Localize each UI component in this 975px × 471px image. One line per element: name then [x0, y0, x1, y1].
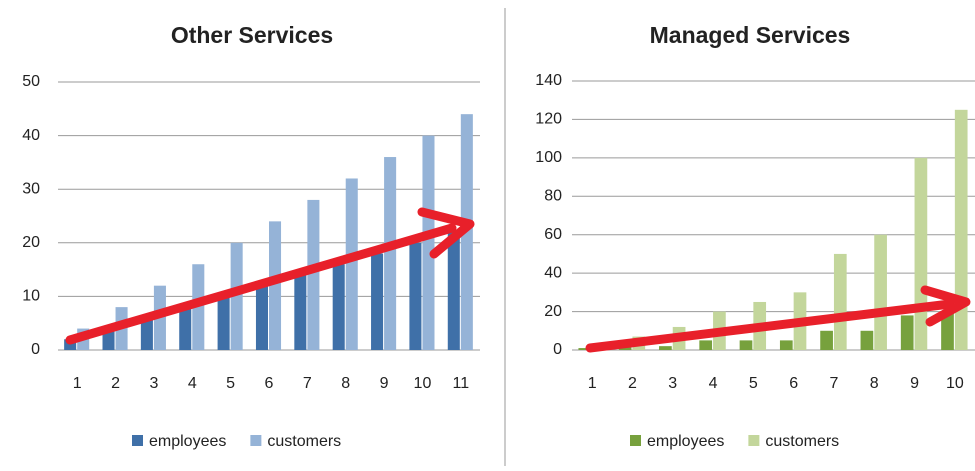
- x-tick-label: 10: [946, 375, 964, 392]
- x-tick-label: 7: [829, 375, 838, 392]
- bar: [371, 253, 384, 350]
- x-tick-label: 8: [870, 375, 879, 392]
- legend-swatch: [630, 435, 641, 446]
- bar: [820, 330, 833, 350]
- bar: [192, 264, 205, 350]
- y-tick-label: 0: [31, 341, 40, 358]
- bar: [409, 242, 422, 350]
- bar: [307, 199, 320, 350]
- trend-arrow: [585, 299, 955, 353]
- bar: [255, 285, 268, 350]
- bar: [294, 274, 307, 350]
- x-tick-label: 9: [380, 375, 389, 392]
- bar: [140, 317, 153, 350]
- x-tick-label: 2: [111, 375, 120, 392]
- y-tick-label: 120: [535, 111, 562, 128]
- bar: [914, 157, 928, 350]
- bar: [900, 315, 914, 350]
- x-tick-label: 4: [188, 375, 197, 392]
- legend-label: customers: [267, 433, 341, 450]
- bar: [739, 340, 753, 350]
- x-tick-label: 9: [910, 375, 919, 392]
- x-tick-label: 5: [226, 375, 235, 392]
- legend-label: customers: [765, 433, 839, 450]
- y-tick-label: 10: [22, 288, 40, 305]
- x-tick-label: 6: [265, 375, 274, 392]
- y-tick-label: 0: [553, 341, 562, 358]
- legend-label: employees: [647, 433, 724, 450]
- arrow-head: [920, 285, 971, 327]
- chart-title: Other Services: [171, 22, 333, 48]
- y-tick-label: 40: [22, 127, 40, 144]
- legend-swatch: [132, 435, 143, 446]
- chart-title: Managed Services: [650, 22, 851, 48]
- bar: [345, 178, 358, 350]
- bar: [874, 234, 887, 350]
- bar: [941, 311, 954, 350]
- x-tick-label: 1: [73, 375, 82, 392]
- y-tick-label: 140: [535, 72, 562, 89]
- x-tick-label: 11: [453, 375, 470, 392]
- bar: [217, 296, 230, 350]
- bar: [954, 109, 968, 350]
- x-tick-label: 1: [588, 375, 597, 392]
- x-tick-label: 8: [341, 375, 350, 392]
- trend-arrows: [65, 207, 971, 353]
- bar: [447, 232, 460, 350]
- trend-arrow: [65, 223, 457, 345]
- y-tick-label: 20: [22, 234, 40, 251]
- y-tick-label: 80: [544, 188, 562, 205]
- bar: [860, 330, 874, 350]
- y-tick-label: 60: [544, 226, 562, 243]
- bar: [833, 253, 847, 350]
- bar: [699, 340, 713, 350]
- y-tick-label: 20: [544, 303, 562, 320]
- x-tick-label: 10: [414, 375, 432, 392]
- legend-swatch: [250, 435, 262, 446]
- bar: [269, 221, 282, 350]
- y-tick-label: 50: [22, 73, 40, 90]
- x-tick-label: 3: [149, 375, 158, 392]
- bar: [64, 339, 77, 350]
- bar: [332, 264, 345, 350]
- x-tick-label: 5: [749, 375, 758, 392]
- arrow-head: [417, 207, 475, 259]
- x-tick-label: 4: [709, 375, 718, 392]
- bar: [578, 348, 592, 350]
- bar: [179, 307, 192, 350]
- x-tick-label: 3: [668, 375, 677, 392]
- x-tick-label: 7: [303, 375, 312, 392]
- bar: [659, 346, 672, 350]
- y-tick-label: 30: [22, 180, 40, 197]
- legend-swatch: [748, 435, 760, 446]
- legend-label: employees: [149, 433, 226, 450]
- x-tick-label: 6: [789, 375, 798, 392]
- y-tick-label: 40: [544, 264, 562, 281]
- y-tick-label: 100: [535, 149, 562, 166]
- bar: [779, 340, 793, 350]
- bar: [422, 135, 435, 350]
- bar: [230, 242, 243, 350]
- x-tick-label: 2: [628, 375, 637, 392]
- bar: [384, 157, 397, 350]
